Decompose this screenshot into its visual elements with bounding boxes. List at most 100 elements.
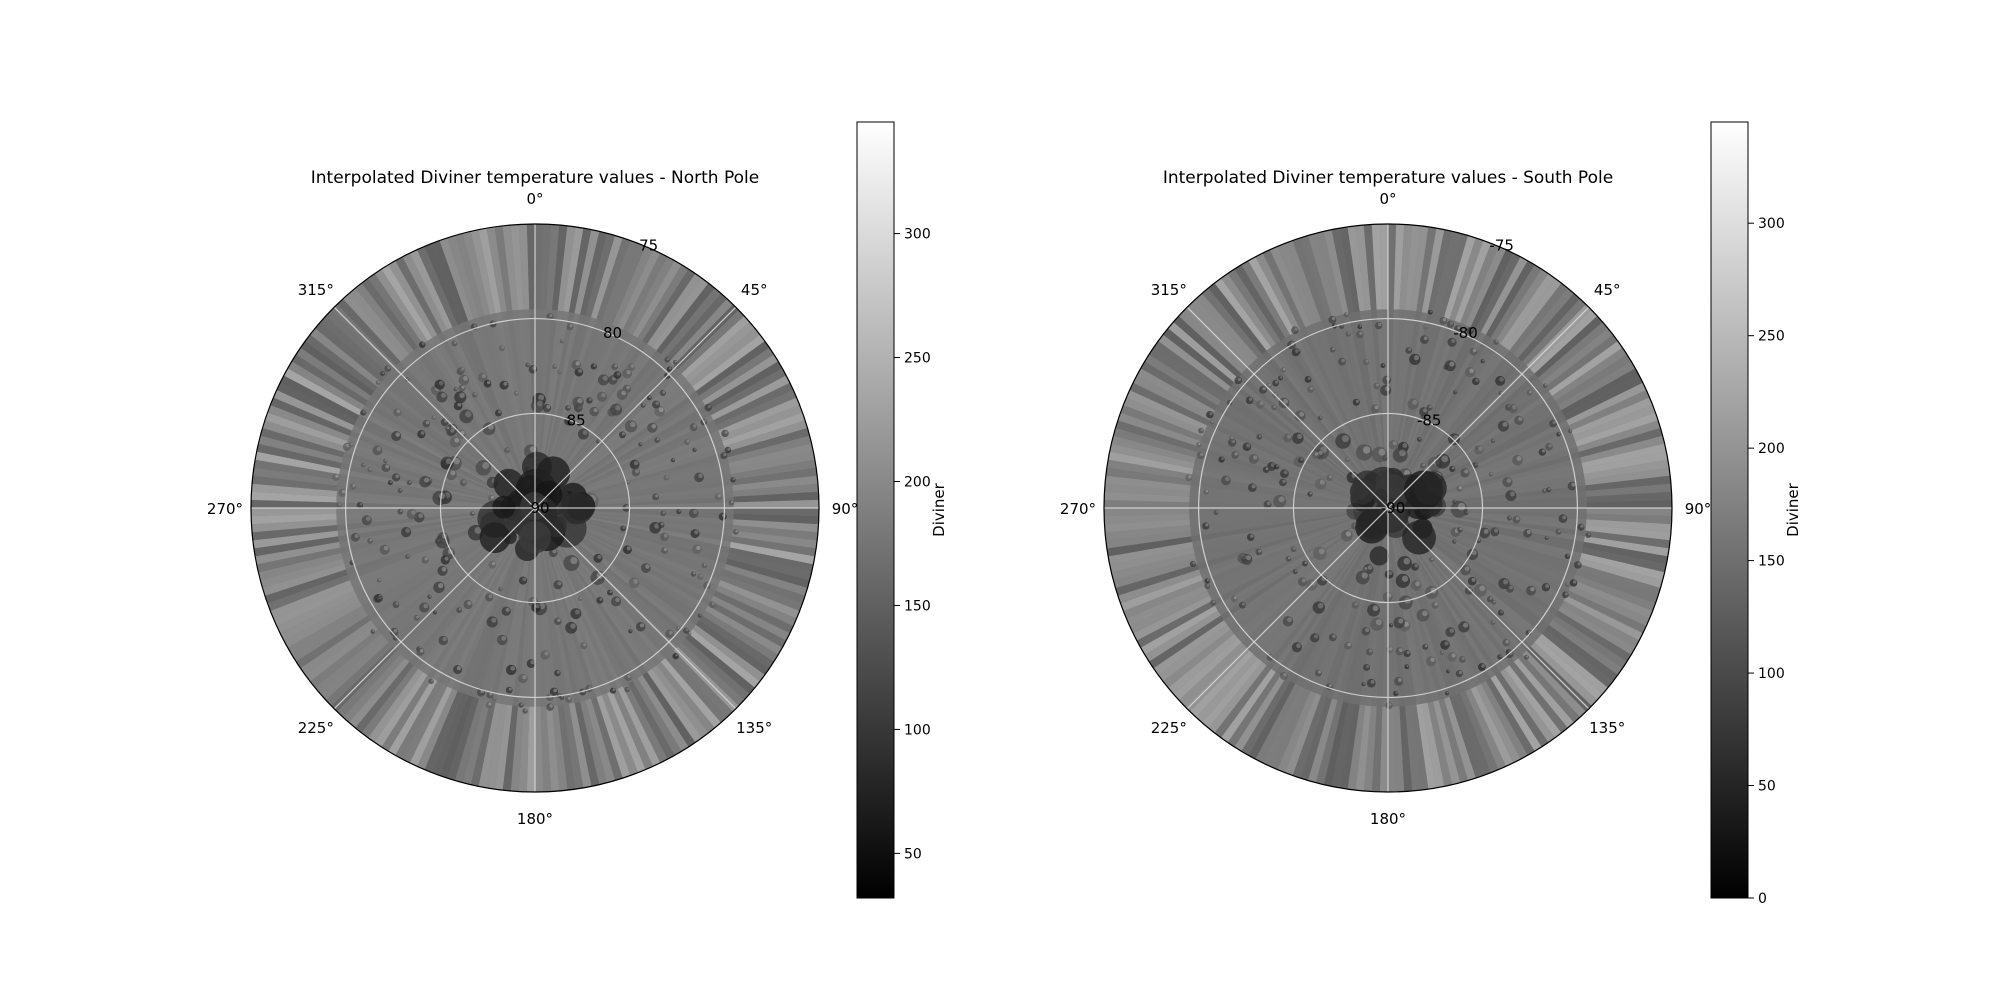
crater-highlight — [409, 481, 411, 483]
crater-highlight — [657, 438, 659, 440]
crater-highlight — [1296, 643, 1301, 648]
crater-highlight — [382, 372, 384, 374]
colorbar — [857, 122, 894, 898]
crater-highlight — [1365, 567, 1367, 569]
crater-highlight — [1359, 325, 1361, 327]
crater-highlight — [1213, 600, 1216, 603]
crater-highlight — [1388, 571, 1392, 575]
crater-highlight — [461, 367, 464, 370]
crater-highlight — [1267, 501, 1271, 505]
r-tick-label: -75 — [1489, 237, 1514, 255]
crater-highlight — [1430, 310, 1432, 312]
crater-highlight — [1192, 562, 1195, 565]
crater-highlight — [687, 440, 690, 443]
crater-highlight — [420, 649, 424, 653]
crater-highlight — [549, 704, 552, 707]
r-tick-label: 90 — [530, 499, 549, 517]
crater-highlight — [1347, 458, 1349, 460]
polar-shadow — [492, 496, 515, 519]
crater-highlight — [1266, 467, 1269, 470]
crater-highlight — [522, 675, 526, 679]
crater-highlight — [1517, 456, 1522, 461]
crater-highlight — [1548, 488, 1550, 490]
crater-highlight — [1310, 492, 1312, 494]
crater-highlight — [503, 382, 507, 386]
crater-highlight — [1447, 692, 1449, 694]
crater-highlight — [1459, 528, 1462, 531]
crater-highlight — [1500, 610, 1503, 613]
crater-highlight — [411, 510, 416, 515]
crater-highlight — [1499, 655, 1501, 657]
crater-highlight — [1276, 465, 1278, 467]
crater-highlight — [627, 481, 629, 483]
crater-highlight — [1431, 558, 1433, 560]
crater-highlight — [472, 512, 474, 514]
crater-highlight — [1259, 435, 1262, 438]
crater-highlight — [1472, 578, 1476, 582]
crater-highlight — [1329, 475, 1332, 478]
crater-highlight — [1527, 530, 1531, 534]
crater-highlight — [1332, 634, 1336, 638]
crater-highlight — [1305, 561, 1308, 564]
crater-highlight — [463, 376, 468, 381]
crater-highlight — [487, 381, 490, 384]
crater-highlight — [395, 474, 399, 478]
theta-tick-label: 270° — [207, 500, 243, 518]
crater-highlight — [516, 391, 518, 393]
crater-highlight — [397, 409, 401, 413]
crater-highlight — [699, 614, 701, 616]
crater-highlight — [1454, 540, 1456, 542]
crater-highlight — [1499, 377, 1503, 381]
crater-highlight — [400, 489, 402, 491]
crater-highlight — [1287, 435, 1291, 439]
crater-highlight — [352, 484, 355, 487]
crater-highlight — [1395, 691, 1397, 693]
crater-highlight — [455, 388, 457, 390]
crater-highlight — [615, 405, 620, 410]
colorbar-tick-label: 50 — [904, 846, 922, 862]
crater-highlight — [387, 366, 390, 369]
crater-highlight — [1558, 433, 1560, 435]
crater-highlight — [693, 424, 697, 428]
crater-highlight — [724, 431, 727, 434]
crater-highlight — [580, 597, 582, 599]
crater-highlight — [1355, 602, 1358, 605]
crater-highlight — [675, 361, 677, 363]
crater-highlight — [1234, 596, 1237, 599]
crater-highlight — [1503, 579, 1508, 584]
crater-highlight — [1510, 491, 1515, 496]
crater-highlight — [696, 546, 700, 550]
crater-highlight — [384, 546, 389, 551]
crater-highlight — [664, 548, 667, 551]
crater-highlight — [1293, 547, 1296, 550]
crater-highlight — [1496, 340, 1498, 342]
theta-tick-label: 90° — [1685, 500, 1712, 518]
crater-highlight — [369, 468, 371, 470]
crater-highlight — [1424, 336, 1428, 340]
crater-highlight — [431, 679, 433, 681]
colorbar-tick-label: 200 — [1758, 441, 1785, 457]
crater-highlight — [377, 447, 381, 451]
crater-highlight — [1423, 463, 1426, 466]
crater-highlight — [424, 477, 429, 482]
crater-highlight — [454, 438, 459, 443]
crater-highlight — [1378, 449, 1385, 456]
crater-highlight — [1429, 405, 1432, 408]
crater-highlight — [1310, 387, 1313, 390]
crater-highlight — [335, 475, 338, 478]
crater-highlight — [482, 462, 489, 469]
crater-highlight — [1365, 628, 1369, 632]
colorbar-tick-label: 100 — [1758, 666, 1785, 682]
crater-highlight — [1250, 534, 1253, 537]
crater-highlight — [1269, 384, 1272, 387]
crater-highlight — [426, 421, 429, 424]
crater-highlight — [445, 556, 449, 560]
crater-highlight — [1341, 359, 1345, 363]
crater-highlight — [379, 579, 381, 581]
crater-highlight — [1475, 379, 1478, 382]
crater-highlight — [575, 609, 580, 614]
crater-highlight — [544, 651, 548, 655]
crater-highlight — [465, 411, 471, 417]
theta-tick-label: 135° — [736, 719, 772, 737]
crater-highlight — [669, 631, 673, 635]
